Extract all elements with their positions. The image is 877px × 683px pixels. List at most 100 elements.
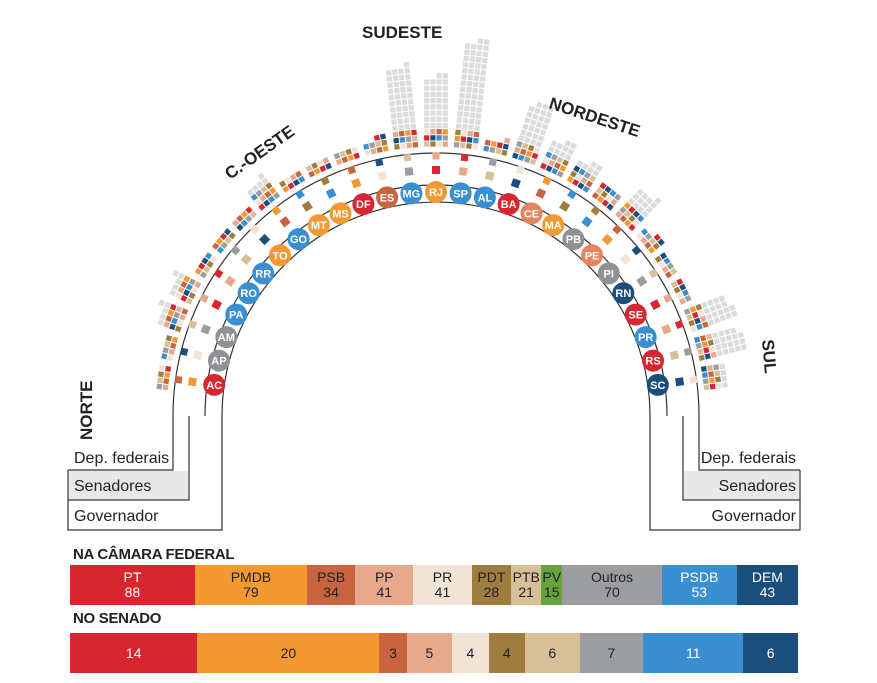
deputy-seat [670, 281, 678, 289]
deputy-seat [529, 138, 537, 146]
deputy-seat [392, 131, 399, 138]
senator-square [675, 377, 685, 387]
deputy-seat [666, 262, 674, 270]
deputy-seat [263, 199, 271, 207]
senado-value-label: 20 [280, 644, 297, 661]
deputy-seat [470, 43, 477, 50]
senator-square [213, 268, 224, 279]
deputy-seat [172, 269, 180, 277]
state-label-se: SE [628, 310, 643, 322]
deputy-seat [379, 133, 387, 140]
deputy-seat [724, 328, 731, 336]
deputy-seat [580, 176, 588, 185]
deputy-seat [369, 142, 376, 149]
deputy-seat [157, 377, 164, 384]
camara-segment-pr: PR 41 [413, 565, 472, 605]
senator-square [375, 158, 384, 167]
senator-square [661, 324, 672, 335]
deputy-seat [333, 152, 341, 160]
senator-square [179, 347, 189, 357]
deputy-seat [442, 122, 448, 129]
deputy-seat [461, 67, 468, 74]
deputy-seat [424, 135, 430, 141]
deputy-seat [364, 149, 371, 156]
deputy-seat [518, 134, 525, 142]
deputy-seat [482, 51, 489, 58]
camara-segment-pdt: PDT 28 [471, 565, 512, 605]
camara-value-label: 41 [434, 584, 451, 600]
deputy-seat [461, 130, 468, 136]
right-frame-deputies [698, 416, 800, 471]
deputy-seat [727, 340, 734, 348]
deputy-seat [259, 194, 267, 202]
deputy-seat [715, 382, 722, 389]
deputy-seat [210, 255, 218, 263]
deputy-seat [240, 210, 249, 218]
deputy-seat [410, 123, 417, 130]
deputy-seat [664, 271, 673, 279]
deputy-seat [551, 167, 559, 175]
senado-segment-pt: 14 [70, 633, 198, 673]
deputy-seat [161, 353, 168, 360]
deputy-seat [676, 292, 684, 300]
deputy-seat [165, 335, 173, 342]
senator-square [458, 167, 468, 176]
deputy-seat [424, 98, 430, 104]
state-circle-ba [497, 193, 520, 216]
left-label-deputies: Dep. federais [74, 450, 170, 467]
deputy-seat [408, 104, 415, 111]
deputy-seat [691, 311, 699, 319]
deputy-seat [521, 142, 529, 150]
region-label-sudeste: SUDESTE [362, 23, 442, 42]
deputy-seat [406, 86, 413, 93]
deputy-seat [457, 104, 464, 111]
deputy-seat [606, 203, 614, 211]
deputy-seat [171, 317, 178, 325]
deputy-seat [547, 105, 555, 113]
deputy-seat [704, 353, 711, 360]
deputy-seat [220, 241, 228, 249]
senator-square [325, 188, 337, 199]
deputy-seat [467, 130, 474, 137]
deputy-seat [632, 193, 640, 201]
deputy-seat [540, 162, 547, 170]
deputy-seat [260, 185, 268, 194]
deputy-seat [164, 372, 171, 379]
senator-square [174, 375, 183, 384]
deputy-seat [717, 308, 725, 316]
senator-square [200, 324, 211, 335]
deputy-seat [717, 330, 725, 337]
deputy-seat [436, 141, 442, 147]
deputy-seat [398, 74, 405, 81]
deputy-seat [624, 219, 632, 227]
deputy-seat [412, 141, 419, 148]
deputy-seat [211, 242, 220, 250]
deputy-seat [723, 306, 730, 314]
deputy-seat [600, 190, 608, 199]
state-circle-to [268, 244, 291, 267]
deputy-seat [282, 185, 290, 193]
deputy-seat [170, 342, 177, 349]
deputy-seat [474, 69, 481, 75]
deputy-seat [577, 182, 585, 190]
deputy-seat [578, 168, 586, 176]
deputy-seat [654, 197, 662, 205]
deputy-seat [581, 163, 589, 171]
deputy-seat [524, 117, 531, 124]
deputy-seat [697, 309, 705, 317]
state-label-al: AL [478, 192, 493, 204]
deputy-seat [539, 129, 547, 136]
deputy-seat [627, 197, 636, 205]
deputy-seat [353, 152, 360, 160]
deputy-seat [690, 325, 698, 333]
deputy-seat [370, 148, 377, 155]
deputy-seat [710, 351, 717, 358]
state-circle-ms [329, 202, 352, 225]
deputy-seat [215, 237, 224, 245]
deputy-seat [542, 157, 550, 164]
deputy-seat [707, 319, 715, 326]
deputy-seat [601, 199, 609, 207]
deputy-seat [610, 198, 618, 206]
deputy-seat [174, 325, 182, 333]
